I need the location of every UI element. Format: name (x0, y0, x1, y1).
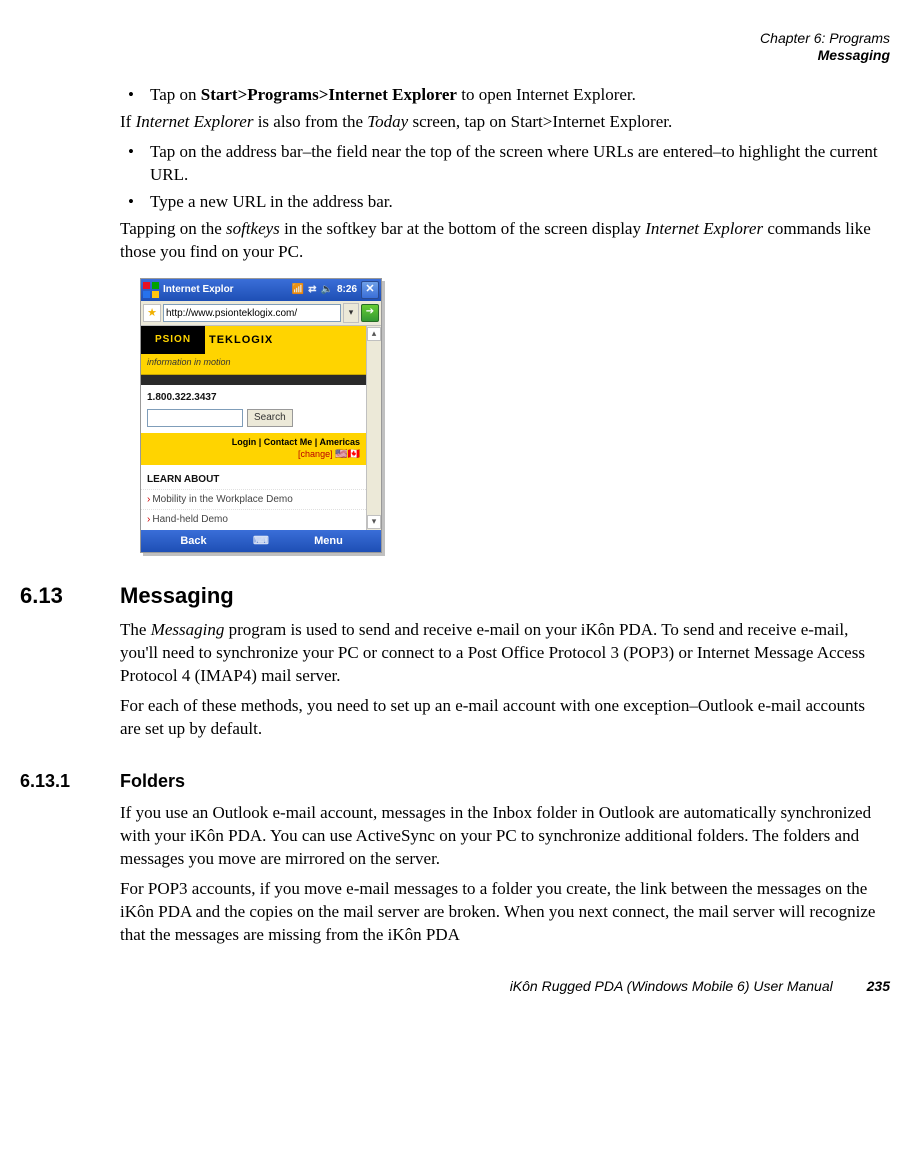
scroll-down-icon[interactable]: ▾ (367, 515, 381, 529)
change-region-link[interactable]: [change] (298, 449, 333, 459)
section-heading: 6.13 Messaging (20, 581, 890, 611)
url-dropdown[interactable]: ▾ (343, 303, 359, 323)
teklogix-logo: TEKLOGIX (205, 326, 366, 354)
go-button[interactable]: ➔ (361, 304, 379, 322)
page-viewport: PSION TEKLOGIX information in motion 1.8… (141, 326, 366, 530)
window-titlebar: Internet Explor 📶 ⇄ 🔈 8:26 ✕ (141, 279, 381, 301)
close-button[interactable]: ✕ (361, 281, 379, 299)
scroll-up-icon[interactable]: ▴ (367, 327, 381, 341)
site-search-button[interactable]: Search (247, 409, 293, 427)
site-search-input[interactable] (147, 409, 243, 427)
paragraph: The Messaging program is used to send an… (120, 619, 880, 688)
window-title: Internet Explor (163, 283, 288, 297)
login-bar: Login | Contact Me | Americas [change] 🇺… (141, 433, 366, 466)
bullet-item: Type a new URL in the address bar. (120, 191, 880, 214)
page-footer: iKôn Rugged PDA (Windows Mobile 6) User … (20, 977, 890, 996)
paragraph: Tapping on the softkeys in the softkey b… (120, 218, 880, 264)
bullet-item: Tap on Start>Programs>Internet Explorer … (120, 84, 880, 107)
paragraph: If Internet Explorer is also from the To… (120, 111, 880, 134)
softkey-back[interactable]: Back (141, 530, 246, 552)
learn-item[interactable]: ›Hand-held Demo (141, 509, 366, 530)
subsection-heading: 6.13.1 Folders (20, 769, 890, 793)
ie-mobile-screenshot: Internet Explor 📶 ⇄ 🔈 8:26 ✕ ★ ▾ ➔ PSION… (140, 278, 382, 553)
page-header: Chapter 6: Programs Messaging (20, 30, 890, 64)
start-icon[interactable] (143, 282, 159, 298)
url-input[interactable] (163, 304, 341, 322)
softkey-menu[interactable]: Menu (276, 530, 381, 552)
tagline: information in motion (141, 354, 366, 375)
subsection-number: 6.13.1 (20, 769, 120, 793)
subsection-title: Folders (120, 769, 185, 793)
keyboard-icon[interactable]: ⌨ (246, 530, 276, 552)
softkey-bar: Back ⌨ Menu (141, 530, 381, 552)
body-text: Tap on Start>Programs>Internet Explorer … (120, 84, 880, 553)
paragraph: For POP3 accounts, if you move e-mail me… (120, 878, 880, 947)
login-links[interactable]: Login | Contact Me | Americas (232, 437, 360, 447)
scrollbar[interactable]: ▴ ▾ (366, 326, 381, 530)
psion-logo: PSION (141, 326, 205, 354)
phone-number: 1.800.322.3437 (141, 385, 366, 407)
region-flags-icon: 🇺🇸🇨🇦 (335, 449, 360, 460)
header-section: Messaging (20, 47, 890, 64)
header-chapter: Chapter 6: Programs (20, 30, 890, 47)
banner-dark (141, 375, 366, 385)
section-title: Messaging (120, 581, 234, 611)
section-number: 6.13 (20, 581, 120, 611)
footer-manual-title: iKôn Rugged PDA (Windows Mobile 6) User … (510, 978, 833, 994)
favorites-icon[interactable]: ★ (143, 304, 161, 322)
learn-item[interactable]: ›Mobility in the Workplace Demo (141, 489, 366, 510)
speaker-icon: 🔈 (321, 283, 333, 297)
bullet-item: Tap on the address bar–the field near th… (120, 141, 880, 187)
clock: 8:26 (337, 283, 357, 297)
signal-icon: 📶 (292, 283, 304, 297)
address-bar: ★ ▾ ➔ (141, 301, 381, 326)
paragraph: For each of these methods, you need to s… (120, 695, 880, 741)
learn-about-heading: LEARN ABOUT (141, 465, 366, 489)
footer-page-number: 235 (867, 978, 890, 994)
paragraph: If you use an Outlook e-mail account, me… (120, 802, 880, 871)
sync-icon: ⇄ (308, 283, 316, 297)
